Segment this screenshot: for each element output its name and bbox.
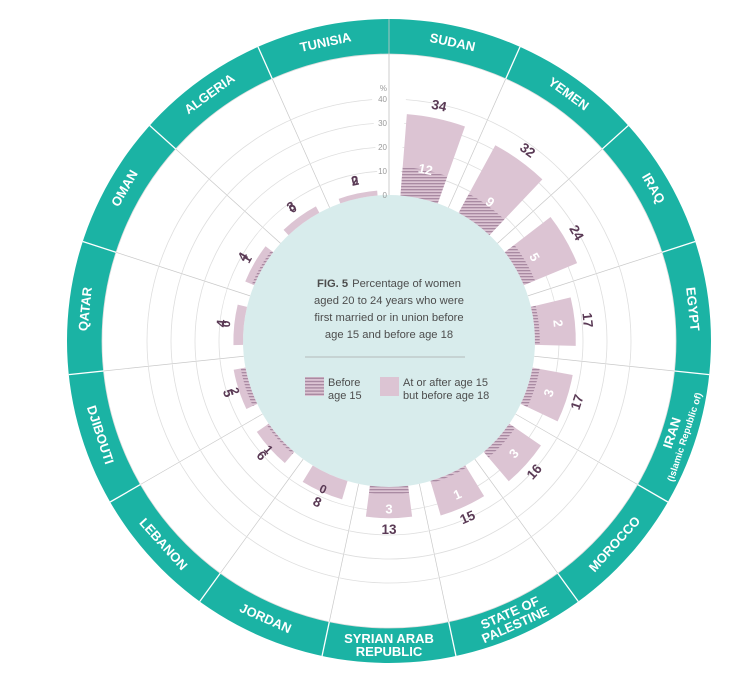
bar-total-tunisia <box>338 190 378 204</box>
under15-label-egypt: 2 <box>550 319 566 328</box>
sector-divider <box>175 148 281 244</box>
under15-label-syrian-arab-republic: 3 <box>385 501 392 516</box>
sector-divider <box>103 355 244 372</box>
bar-total-egypt <box>530 297 576 346</box>
bar-under15-syrian-arab-republic <box>369 485 409 495</box>
bars <box>233 114 578 519</box>
legend-swatch-15-to-18 <box>380 377 399 396</box>
tick-label-30: 30 <box>378 119 387 128</box>
under15-label-sudan: 12 <box>417 161 434 179</box>
bar-under15-sudan <box>400 166 448 204</box>
center-line-4: age 15 and before age 18 <box>325 329 453 341</box>
total-label-morocco: 16 <box>524 461 546 483</box>
center-line-1: Percentage of women <box>352 278 461 290</box>
under15-label-tunisia: 0 <box>350 173 360 188</box>
center-title-line-1: FIG. 5 Percentage of women <box>317 278 461 290</box>
total-label-syrian-arab-republic: 13 <box>381 522 397 537</box>
bar-total-algeria <box>283 206 320 236</box>
sector-divider <box>534 355 675 372</box>
bar-total-oman <box>245 246 274 286</box>
total-label-state-of-palestine: 15 <box>458 507 478 527</box>
total-label-sudan: 34 <box>430 97 448 115</box>
bar-under15-state-of-palestine <box>430 465 467 484</box>
sector-divider <box>448 78 507 208</box>
under15-label-oman: 1 <box>239 252 255 265</box>
tick-label-20: 20 <box>378 143 387 152</box>
grid-circle-40 <box>146 99 632 584</box>
country-label-egypt: EGYPT <box>683 286 703 331</box>
legend-swatch-before-15 <box>305 377 324 396</box>
legend-after-line-2: but before age 18 <box>403 390 489 402</box>
center-circle <box>243 195 535 487</box>
country-name-egypt: EGYPT <box>683 286 703 331</box>
total-label-iran-islamic-republic-of: 17 <box>568 393 587 412</box>
total-label-iraq: 24 <box>566 222 587 243</box>
country-label-qatar: QATAR <box>75 286 95 332</box>
sector-divider <box>527 251 663 297</box>
total-label-qatar: 4 <box>214 318 230 328</box>
bar-under15-iran-islamic-republic-of <box>520 367 540 407</box>
tick-label-0: 0 <box>383 191 388 200</box>
tick-label-40: 40 <box>378 95 387 104</box>
total-label-tunisia: 2 <box>350 173 360 189</box>
fig-label: FIG. 5 <box>317 278 348 290</box>
grid-circle-30 <box>170 123 608 560</box>
axis-unit-label: % <box>380 84 387 93</box>
total-label-yemen: 32 <box>517 140 538 161</box>
sector-divider <box>328 483 359 622</box>
under15-label-algeria: 0 <box>286 201 300 216</box>
under15-label-djibouti: 2 <box>227 386 242 397</box>
country-name-syrian-arab-republic-line1: SYRIAN ARAB <box>344 631 434 646</box>
bar-under15-djibouti <box>240 367 258 406</box>
grid-lines <box>68 19 710 657</box>
tick-label-10: 10 <box>378 167 387 176</box>
center-line-3: first married or in union before <box>314 312 463 324</box>
center-line-2: aged 20 to 24 years who were <box>314 295 464 307</box>
center-description: FIG. 5 Percentage of women aged 20 to 24 … <box>305 278 489 402</box>
country-name-qatar: QATAR <box>75 286 95 332</box>
axis-ticks: 40 30 20 10 0% <box>378 84 387 200</box>
sector-divider <box>220 458 304 574</box>
bar-under15-oman <box>251 250 274 286</box>
sector-divider <box>140 413 263 485</box>
country-name-syrian-arab-republic-line2: REPUBLIC <box>356 644 423 659</box>
sector-divider <box>474 458 558 574</box>
bar-under15-iraq <box>504 244 535 286</box>
sector-divider <box>271 78 330 208</box>
bar-under15-morocco <box>483 423 516 458</box>
sector-divider <box>115 251 251 297</box>
center-disc <box>243 195 535 487</box>
bar-total-jordan <box>302 465 348 500</box>
total-label-egypt: 17 <box>579 312 595 329</box>
bar-under15-lebanon <box>266 423 295 454</box>
sector-divider <box>419 483 450 622</box>
sector-divider <box>515 413 638 485</box>
under15-label-iran-islamic-republic-of: 3 <box>540 387 557 399</box>
bar-total-qatar <box>233 304 248 346</box>
bar-under15-yemen <box>458 193 505 236</box>
bar-total-syrian-arab-republic <box>365 485 413 519</box>
under15-label-qatar: 0 <box>219 320 234 328</box>
sector-divider <box>497 148 603 244</box>
legend-before-line-2: age 15 <box>328 390 362 402</box>
legend-after-line-1: At or after age 15 <box>403 377 488 389</box>
bar-total-lebanon <box>256 423 295 463</box>
bar-under15-egypt <box>530 305 540 345</box>
legend-before-line-1: Before <box>328 377 360 389</box>
